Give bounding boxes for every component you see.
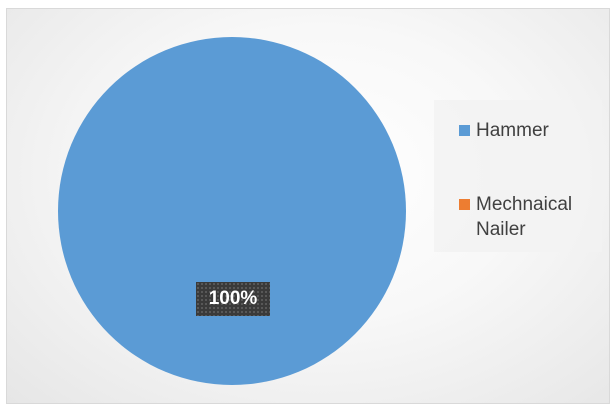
data-label-hammer: 100%: [196, 282, 270, 316]
legend-item-mechnaical-nailer: Mechnaical Nailer: [459, 192, 596, 242]
legend-item-hammer: Hammer: [459, 118, 596, 143]
legend-label-mechnaical-nailer: Mechnaical Nailer: [476, 194, 573, 240]
legend-swatch-hammer: [459, 125, 470, 136]
legend-label-hammer: Hammer: [476, 120, 549, 141]
pie-slice-hammer: [58, 37, 406, 385]
legend-swatch-mechnaical-nailer: [459, 199, 470, 210]
